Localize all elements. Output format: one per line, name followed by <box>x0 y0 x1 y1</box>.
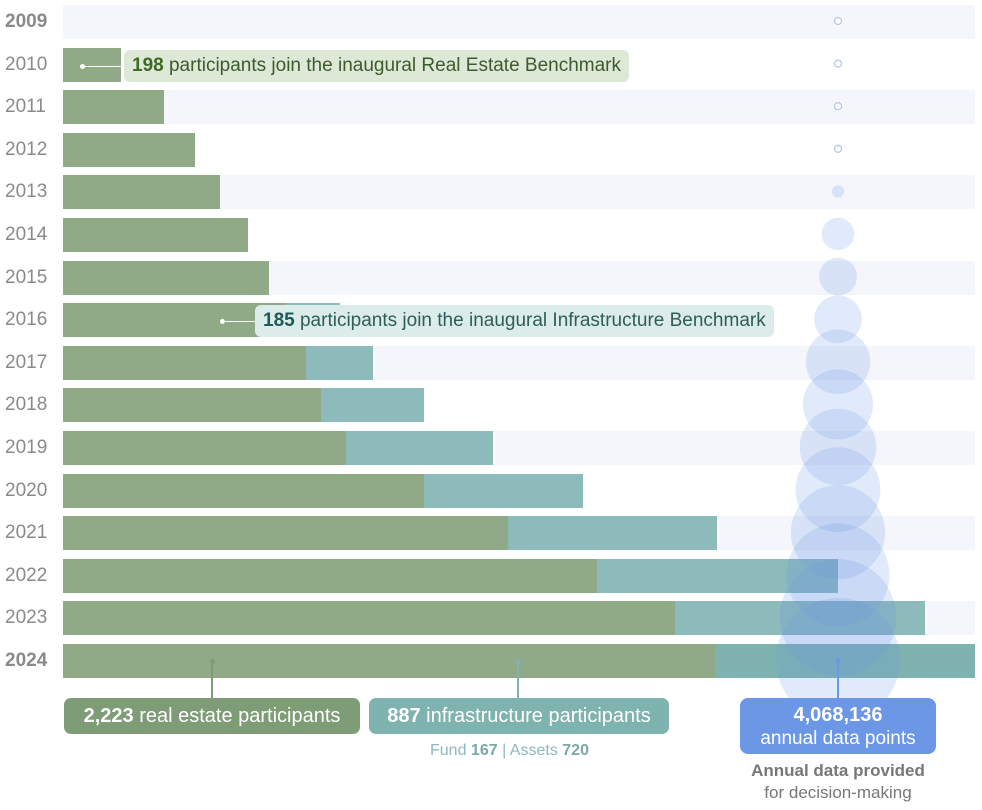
inf-callout-connector <box>222 321 256 322</box>
data-points-bubble <box>831 185 845 198</box>
re-total-number: 2,223 <box>83 705 134 727</box>
year-label: 2012 <box>5 139 48 160</box>
real-estate-bar <box>63 175 220 209</box>
real-estate-bar <box>63 133 195 167</box>
year-label: 2018 <box>5 394 48 415</box>
assets-value: 720 <box>562 742 589 759</box>
data-points-bubble <box>821 217 855 251</box>
real-estate-bar <box>63 90 164 124</box>
re-callout: 198 participants join the inaugural Real… <box>124 50 630 82</box>
breakdown-separator: | <box>497 742 510 759</box>
real-estate-bar <box>63 431 347 465</box>
inf-callout-number: 185 <box>263 310 295 331</box>
re-callout-dot <box>80 64 85 69</box>
infrastructure-bar <box>321 388 424 422</box>
real-estate-bar <box>63 388 322 422</box>
re-total-line <box>211 662 213 698</box>
year-label: 2022 <box>5 565 48 586</box>
data-points-bubble <box>786 523 890 627</box>
re-callout-text: participants join the inaugural Real Est… <box>163 55 622 76</box>
re-total-text: real estate participants <box>133 705 341 727</box>
re-callout-number: 198 <box>132 55 164 76</box>
note-line-1: Annual data provided <box>751 761 925 780</box>
inf-total-marker <box>516 659 521 664</box>
year-label: 2015 <box>5 267 48 288</box>
year-label: 2016 <box>5 309 48 330</box>
year-label: 2019 <box>5 437 48 458</box>
real-estate-bar <box>63 48 122 82</box>
real-estate-bar <box>63 644 715 678</box>
infrastructure-bar <box>674 601 925 635</box>
data-points-pill: 4,068,136 annual data points <box>740 698 936 754</box>
data-points-bubble <box>779 559 897 676</box>
real-estate-bar <box>63 474 424 508</box>
infrastructure-breakdown: Fund 167 | Assets 720 <box>430 742 589 760</box>
inf-total-line <box>517 662 519 698</box>
data-points-bubble <box>833 144 843 153</box>
year-label: 2013 <box>5 181 48 202</box>
data-points-bubble <box>799 408 877 486</box>
data-points-label: annual data points <box>760 728 916 749</box>
fund-value: 167 <box>470 742 498 759</box>
row-band <box>63 90 975 124</box>
data-points-bubble <box>790 485 886 580</box>
data-points-bubble <box>819 257 857 296</box>
inf-total-text: infrastructure participants <box>420 705 651 727</box>
year-label: 2020 <box>5 480 48 501</box>
data-points-value: 4,068,136 <box>793 704 883 726</box>
fund-label: Fund <box>430 742 471 759</box>
year-label: 2014 <box>5 224 48 245</box>
year-label: 2023 <box>5 607 48 628</box>
year-label: 2021 <box>5 522 48 543</box>
data-points-bubble <box>814 295 862 344</box>
real-estate-bar <box>63 261 270 295</box>
data-points-line <box>837 662 839 698</box>
data-points-bubble <box>795 447 881 532</box>
assets-label: Assets <box>509 742 563 759</box>
real-estate-bar <box>63 346 306 380</box>
real-estate-bar <box>63 559 597 593</box>
year-label: 2009 <box>5 11 48 32</box>
infrastructure-bar <box>423 474 583 508</box>
infrastructure-bar <box>508 516 717 550</box>
data-points-bubble <box>833 59 843 68</box>
infrastructure-bar <box>597 559 838 593</box>
inf-total-pill: 887 infrastructure participants <box>369 698 669 734</box>
data-points-marker <box>835 657 841 663</box>
data-points-bubble <box>833 102 843 111</box>
year-label: 2011 <box>5 96 46 117</box>
real-estate-bar <box>63 516 509 550</box>
infrastructure-bar <box>305 346 373 380</box>
inf-callout-dot <box>220 319 225 324</box>
inf-callout: 185 participants join the inaugural Infr… <box>255 305 774 337</box>
year-label: 2010 <box>5 54 48 75</box>
year-label: 2024 <box>5 650 48 671</box>
real-estate-bar <box>63 218 248 252</box>
re-total-pill: 2,223 real estate participants <box>64 698 360 734</box>
re-callout-connector <box>82 66 124 67</box>
infrastructure-bar <box>714 644 975 678</box>
year-label: 2017 <box>5 352 48 373</box>
inf-callout-text: participants join the inaugural Infrastr… <box>294 310 766 331</box>
data-points-bubble <box>802 369 874 440</box>
data-points-bubble <box>805 329 871 395</box>
real-estate-bar <box>63 601 675 635</box>
row-band <box>63 5 975 39</box>
infrastructure-bar <box>346 431 494 465</box>
real-estate-bar <box>63 303 286 337</box>
note-line-2: for decision-making <box>764 783 912 802</box>
bubbles-layer <box>776 16 900 722</box>
data-points-bubble <box>833 16 843 26</box>
inf-total-number: 887 <box>387 705 421 727</box>
re-total-marker <box>210 659 215 664</box>
